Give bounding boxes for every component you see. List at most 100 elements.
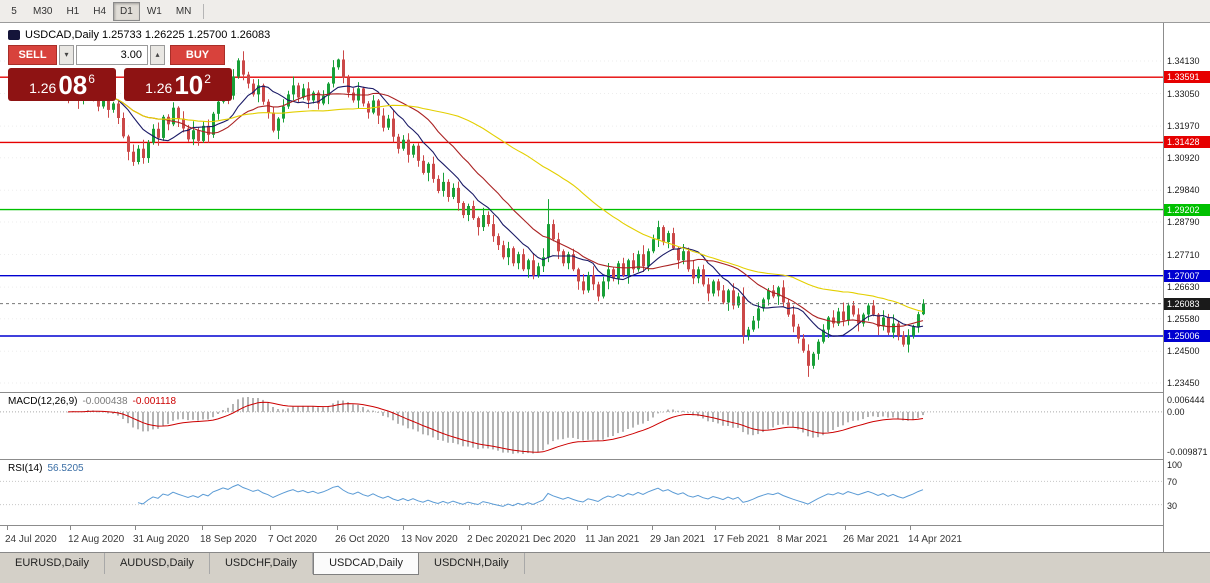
chart-tab-usdcad[interactable]: USDCAD,Daily (313, 553, 420, 575)
candle-body (317, 92, 320, 104)
macd-histogram-bar (467, 411, 469, 447)
chart-tab-usdchf[interactable]: USDCHF,Daily (210, 553, 314, 574)
macd-histogram-bar (832, 411, 834, 430)
candle-body (122, 118, 125, 137)
macd-histogram-bar (447, 411, 449, 443)
macd-histogram-bar (377, 411, 379, 413)
time-axis-label: 26 Oct 2020 (335, 534, 390, 545)
candle-body (537, 266, 540, 276)
macd-axis[interactable]: 0.006444 0.00 -0.009871 (1164, 393, 1210, 459)
macd-name: MACD(12,26,9) (8, 396, 78, 407)
panel-divider[interactable] (0, 459, 1210, 460)
volume-dropdown-button[interactable]: ▾ (59, 45, 74, 65)
candle-body (722, 290, 725, 303)
candle-body (897, 323, 900, 336)
candle-body (177, 107, 180, 119)
price-axis-label: 1.29840 (1167, 185, 1200, 196)
timeframe-button-m30[interactable]: M30 (26, 2, 59, 21)
sell-button[interactable]: SELL (8, 45, 57, 65)
time-axis-label: 7 Oct 2020 (268, 534, 317, 545)
macd-histogram-bar (632, 411, 634, 428)
macd-histogram-bar (552, 411, 554, 442)
macd-histogram-bar (917, 411, 919, 418)
candle-body (417, 145, 420, 161)
macd-histogram-bar (217, 411, 219, 414)
price-chart-canvas[interactable] (0, 23, 1163, 392)
panel-divider[interactable] (0, 392, 1210, 393)
candle-body (552, 224, 555, 240)
macd-histogram-bar (287, 408, 289, 412)
time-axis[interactable]: 24 Jul 2020 12 Aug 2020 31 Aug 2020 18 Sep … (0, 526, 1163, 552)
price-axis[interactable]: 1.34130 1.33050 1.31970 1.30920 1.29840 1.287… (1164, 23, 1210, 392)
candle-body (757, 308, 760, 321)
macd-histogram-bar (127, 411, 129, 424)
macd-histogram-bar (777, 411, 779, 425)
candle-body (792, 314, 795, 327)
macd-histogram-bar (492, 411, 494, 450)
panel-divider[interactable] (0, 525, 1210, 526)
macd-histogram-bar (317, 407, 319, 412)
candle-body (692, 269, 695, 279)
timeframe-button-h1[interactable]: H1 (59, 2, 86, 21)
macd-histogram-bar (692, 411, 694, 416)
volume-up-button[interactable]: ▴ (150, 45, 165, 65)
macd-histogram-bar (222, 410, 224, 412)
candle-body (567, 254, 570, 264)
timeframe-button-h4[interactable]: H4 (86, 2, 113, 21)
candle-body (412, 145, 415, 155)
timeframe-button-d1[interactable]: D1 (113, 1, 140, 21)
candle-body (622, 263, 625, 276)
candle-body (332, 67, 335, 84)
price-chart-panel[interactable]: USDCAD,Daily 1.25733 1.26225 1.25700 1.2… (0, 23, 1163, 392)
rsi-axis-label: 70 (1167, 477, 1178, 488)
rsi-axis[interactable]: 100 70 30 (1164, 460, 1210, 525)
timeframe-button-m5[interactable]: 5 (2, 2, 26, 21)
value-axis-column[interactable]: 1.34130 1.33050 1.31970 1.30920 1.29840 1.287… (1163, 23, 1210, 552)
macd-histogram-bar (242, 397, 244, 412)
macd-signal-line (67, 401, 924, 453)
macd-axis-label: 0.006444 (1167, 395, 1205, 405)
macd-histogram-bar (522, 411, 524, 454)
buy-price-quote[interactable]: 1.26 10 2 (124, 68, 232, 101)
candle-body (362, 88, 365, 104)
candle-body (337, 59, 340, 68)
timeframe-button-w1[interactable]: W1 (140, 2, 169, 21)
candle-body (892, 323, 895, 333)
macd-histogram-bar (192, 411, 194, 420)
candle-body (422, 160, 425, 173)
macd-histogram-bar (392, 411, 394, 421)
chart-tab-usdcnh[interactable]: USDCNH,Daily (419, 553, 525, 574)
macd-histogram-bar (457, 411, 459, 445)
macd-histogram-bar (822, 411, 824, 436)
macd-histogram-bar (677, 410, 679, 412)
macd-histogram-bar (67, 411, 69, 413)
macd-histogram-bar (547, 411, 549, 445)
macd-histogram-bar (312, 406, 314, 412)
rsi-indicator-panel[interactable]: RSI(14) 56.5205 (0, 460, 1163, 525)
timeframe-button-mn[interactable]: MN (169, 2, 199, 21)
macd-histogram-bar (592, 411, 594, 440)
buy-button[interactable]: BUY (170, 45, 225, 65)
candle-body (737, 296, 740, 306)
volume-input[interactable] (76, 45, 148, 65)
candle-body (462, 203, 465, 216)
candle-body (97, 95, 100, 107)
rsi-axis-label: 30 (1167, 500, 1178, 511)
macd-histogram-bar (682, 410, 684, 412)
macd-histogram-bar (282, 409, 284, 412)
candle-body (202, 125, 205, 141)
macd-indicator-panel[interactable]: MACD(12,26,9) -0.000438 -0.001118 (0, 393, 1163, 459)
candle-body (212, 113, 215, 135)
chart-tab-audusd[interactable]: AUDUSD,Daily (105, 553, 210, 574)
price-axis-label: 1.23450 (1167, 377, 1200, 388)
candle-body (127, 136, 130, 152)
macd-histogram-bar (807, 411, 809, 437)
price-axis-label: 1.33050 (1167, 88, 1200, 99)
time-axis-label: 24 Jul 2020 (5, 534, 57, 545)
candle-body (262, 85, 265, 102)
macd-histogram-bar (882, 411, 884, 417)
macd-histogram-bar (637, 411, 639, 425)
chart-tab-eurusd[interactable]: EURUSD,Daily (0, 553, 105, 574)
sell-price-quote[interactable]: 1.26 08 6 (8, 68, 116, 101)
macd-histogram-bar (422, 411, 424, 435)
